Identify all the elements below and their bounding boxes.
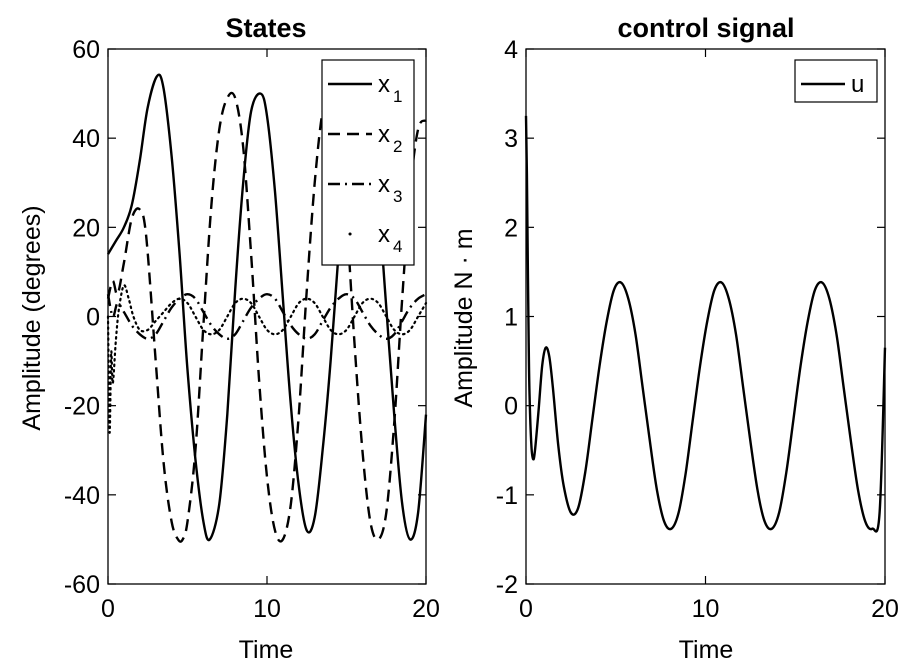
chart-title: control signal [617,13,794,43]
y-tick-label: -1 [496,482,518,510]
legend-label-subscript: 4 [393,237,402,256]
y-tick-label: 40 [72,125,100,153]
legend: x 1x 2x 3x 4 [321,59,415,266]
y-tick-label: 60 [72,36,100,64]
y-tick-label: 2 [504,214,518,242]
y-tick-label: 3 [504,125,518,153]
legend-label: x [378,121,390,148]
x-tick-label: 10 [253,595,281,623]
tick-labels: 0 10 20 -2 -1 0 1 2 3 4 [496,36,899,623]
x-tick-label: 0 [101,595,115,623]
x-tick-label: 20 [871,595,899,623]
plot-frame [107,48,427,585]
y-axis-label: Amplitude N · m [450,228,478,407]
legend-label-subscript: 1 [393,87,402,106]
legend-label: x [378,171,390,198]
states-plot: States Time Amplitude (degrees) 0 10 20-60… [18,13,440,664]
y-tick-label: 1 [504,304,518,332]
legend-box [794,59,878,103]
control-signal-plot: control signal Time Amplitude N · m 0 10 2… [450,13,899,664]
legend-label: u [851,71,864,98]
tick-labels: 0 10 20 -60 -40 -20 0 20 40 60 [64,36,440,623]
series-line-x2 [106,91,427,543]
x-tick-label: 10 [692,595,720,623]
legend-label: x [378,71,390,98]
series-lines [524,115,887,533]
chart-title: States [225,13,306,43]
legend-label: x [378,221,390,248]
y-tick-label: 0 [504,393,518,421]
x-tick-label: 0 [519,595,533,623]
y-tick-label: -2 [496,571,518,599]
legend-box [321,59,415,266]
legend: u [794,59,878,103]
x-axis-label: Time [679,636,734,664]
y-tick-label: -20 [64,393,100,421]
x-axis-label: Time [239,636,294,664]
y-tick-label: -40 [64,482,100,510]
plot-frame [525,48,886,585]
series-line-x3 [106,293,427,340]
y-tick-label: 0 [86,304,100,332]
series-line-u [524,115,887,533]
legend-label-subscript: 3 [393,187,402,206]
legend-label-subscript: 2 [393,137,402,156]
y-tick-label: 20 [72,214,100,242]
y-tick-label: -60 [64,571,100,599]
y-axis-label: Amplitude (degrees) [18,205,46,430]
x-tick-label: 20 [412,595,440,623]
y-tick-label: 4 [504,36,518,64]
series-line-x4 [106,284,428,434]
